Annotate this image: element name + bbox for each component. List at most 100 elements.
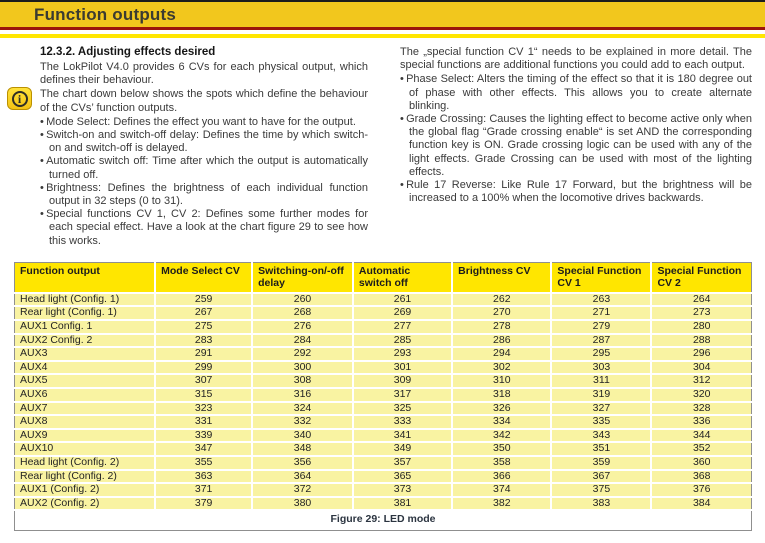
- left-bullet-list: Mode Select: Defines the effect you want…: [40, 116, 368, 248]
- mode-select-cv-cell: 339: [155, 427, 254, 443]
- function-output-cell: AUX7: [14, 400, 157, 416]
- bullet-item: Rule 17 Reverse: Like Rule 17 Forward, b…: [400, 179, 752, 205]
- mode-select-cv-cell: 355: [155, 454, 254, 470]
- brightness-cv-cell: 310: [452, 373, 553, 388]
- switch-delay-cv-cell: 268: [252, 305, 354, 321]
- table-row: Head light (Config. 2) 355 356 357 358 3…: [14, 454, 752, 470]
- page-header-band: Function outputs: [0, 2, 765, 27]
- left-column: 12.3.2. Adjusting effects desired The Lo…: [40, 46, 368, 248]
- auto-switch-off-cv-cell: 317: [352, 387, 454, 402]
- switch-delay-cv-cell: 340: [252, 427, 354, 443]
- auto-switch-off-cv-cell: 325: [352, 400, 454, 416]
- table-row: Head light (Config. 1) 259 260 261 262 2…: [14, 291, 752, 307]
- switch-delay-cv-cell: 284: [252, 332, 354, 348]
- brightness-cv-cell: 342: [452, 427, 553, 443]
- table-row: Rear light (Config. 2) 363 364 365 366 3…: [14, 468, 752, 484]
- special-function-cv2-cell: 280: [651, 319, 752, 334]
- paragraph-with-info-icon: The chart down below shows the spots whi…: [40, 88, 368, 114]
- function-output-cell: AUX10: [14, 441, 157, 456]
- mode-select-cv-cell: 331: [155, 414, 254, 429]
- mode-select-cv-cell: 267: [155, 305, 254, 321]
- auto-switch-off-cv-cell: 309: [352, 373, 454, 388]
- switch-delay-cv-cell: 292: [252, 346, 354, 361]
- switch-delay-cv-cell: 348: [252, 441, 354, 456]
- page-title: Function outputs: [34, 4, 176, 24]
- mode-select-cv-cell: 275: [155, 319, 254, 334]
- brightness-cv-cell: 374: [452, 482, 553, 497]
- auto-switch-off-cv-cell: 341: [352, 427, 454, 443]
- brightness-cv-cell: 358: [452, 454, 553, 470]
- table-header-row: Function output Mode Select CV Switching-o…: [14, 262, 752, 293]
- top-border-line: [0, 0, 765, 2]
- table-header-cell: Brightness CV: [452, 262, 553, 293]
- function-output-cell: Rear light (Config. 1): [14, 305, 157, 321]
- table-row: AUX6 315 316 317 318 319 320: [14, 387, 752, 402]
- brightness-cv-cell: 382: [452, 495, 553, 511]
- auto-switch-off-cv-cell: 301: [352, 359, 454, 375]
- function-output-cell: Head light (Config. 1): [14, 291, 157, 307]
- auto-switch-off-cv-cell: 357: [352, 454, 454, 470]
- special-function-cv1-cell: 359: [551, 454, 653, 470]
- table-body: Head light (Config. 1) 259 260 261 262 2…: [14, 291, 752, 511]
- function-output-cell: AUX6: [14, 387, 157, 402]
- table-caption-row: Figure 29: LED mode: [14, 509, 752, 531]
- divider-gap: [0, 30, 765, 34]
- auto-switch-off-cv-cell: 333: [352, 414, 454, 429]
- function-output-cell: AUX1 (Config. 2): [14, 482, 157, 497]
- special-function-cv2-cell: 376: [651, 482, 752, 497]
- special-function-cv2-cell: 344: [651, 427, 752, 443]
- table-row: AUX1 (Config. 2) 371 372 373 374 375 376: [14, 482, 752, 497]
- mode-select-cv-cell: 323: [155, 400, 254, 416]
- table-row: Rear light (Config. 1) 267 268 269 270 2…: [14, 305, 752, 321]
- bullet-item: Mode Select: Defines the effect you want…: [40, 116, 368, 129]
- auto-switch-off-cv-cell: 269: [352, 305, 454, 321]
- right-bullet-list: Phase Select: Alters the timing of the e…: [400, 73, 752, 205]
- table-header-cell: Mode Select CV: [155, 262, 254, 293]
- table-row: AUX1 Config. 1 275 276 277 278 279 280: [14, 319, 752, 334]
- function-output-cell: AUX2 Config. 2: [14, 332, 157, 348]
- paragraph: The „special function CV 1“ needs to be …: [400, 46, 752, 72]
- right-column: The „special function CV 1“ needs to be …: [400, 46, 752, 248]
- auto-switch-off-cv-cell: 261: [352, 291, 454, 307]
- function-output-cell: Head light (Config. 2): [14, 454, 157, 470]
- function-output-cell: AUX4: [14, 359, 157, 375]
- table-header-cell: Switching-on/-off delay: [252, 262, 354, 293]
- special-function-cv2-cell: 328: [651, 400, 752, 416]
- special-function-cv2-cell: 384: [651, 495, 752, 511]
- mode-select-cv-cell: 259: [155, 291, 254, 307]
- yellow-divider: [0, 34, 765, 38]
- bullet-item: Brightness: Defines the brightness of ea…: [40, 182, 368, 208]
- brightness-cv-cell: 318: [452, 387, 553, 402]
- mode-select-cv-cell: 291: [155, 346, 254, 361]
- function-output-cell: AUX1 Config. 1: [14, 319, 157, 334]
- body-content: 12.3.2. Adjusting effects desired The Lo…: [0, 38, 765, 248]
- table-header-cell: Function output: [14, 262, 157, 293]
- auto-switch-off-cv-cell: 349: [352, 441, 454, 456]
- mode-select-cv-cell: 371: [155, 482, 254, 497]
- special-function-cv2-cell: 320: [651, 387, 752, 402]
- special-function-cv2-cell: 312: [651, 373, 752, 388]
- special-function-cv1-cell: 343: [551, 427, 653, 443]
- mode-select-cv-cell: 315: [155, 387, 254, 402]
- table-row: AUX9 339 340 341 342 343 344: [14, 427, 752, 443]
- brightness-cv-cell: 302: [452, 359, 553, 375]
- paragraph: The LokPilot V4.0 provides 6 CVs for eac…: [40, 61, 368, 87]
- table-row: AUX8 331 332 333 334 335 336: [14, 414, 752, 429]
- table-row: AUX5 307 308 309 310 311 312: [14, 373, 752, 388]
- brightness-cv-cell: 334: [452, 414, 553, 429]
- special-function-cv1-cell: 319: [551, 387, 653, 402]
- auto-switch-off-cv-cell: 277: [352, 319, 454, 334]
- special-function-cv1-cell: 303: [551, 359, 653, 375]
- mode-select-cv-cell: 307: [155, 373, 254, 388]
- auto-switch-off-cv-cell: 285: [352, 332, 454, 348]
- special-function-cv2-cell: 304: [651, 359, 752, 375]
- bullet-item: Grade Crossing: Causes the lighting effe…: [400, 113, 752, 179]
- brightness-cv-cell: 326: [452, 400, 553, 416]
- red-divider: [0, 27, 765, 30]
- mode-select-cv-cell: 299: [155, 359, 254, 375]
- table-row: AUX3 291 292 293 294 295 296: [14, 346, 752, 361]
- bullet-item: Phase Select: Alters the timing of the e…: [400, 73, 752, 113]
- brightness-cv-cell: 262: [452, 291, 553, 307]
- cv-table-wrapper: Function output Mode Select CV Switching-o…: [14, 261, 752, 531]
- mode-select-cv-cell: 363: [155, 468, 254, 484]
